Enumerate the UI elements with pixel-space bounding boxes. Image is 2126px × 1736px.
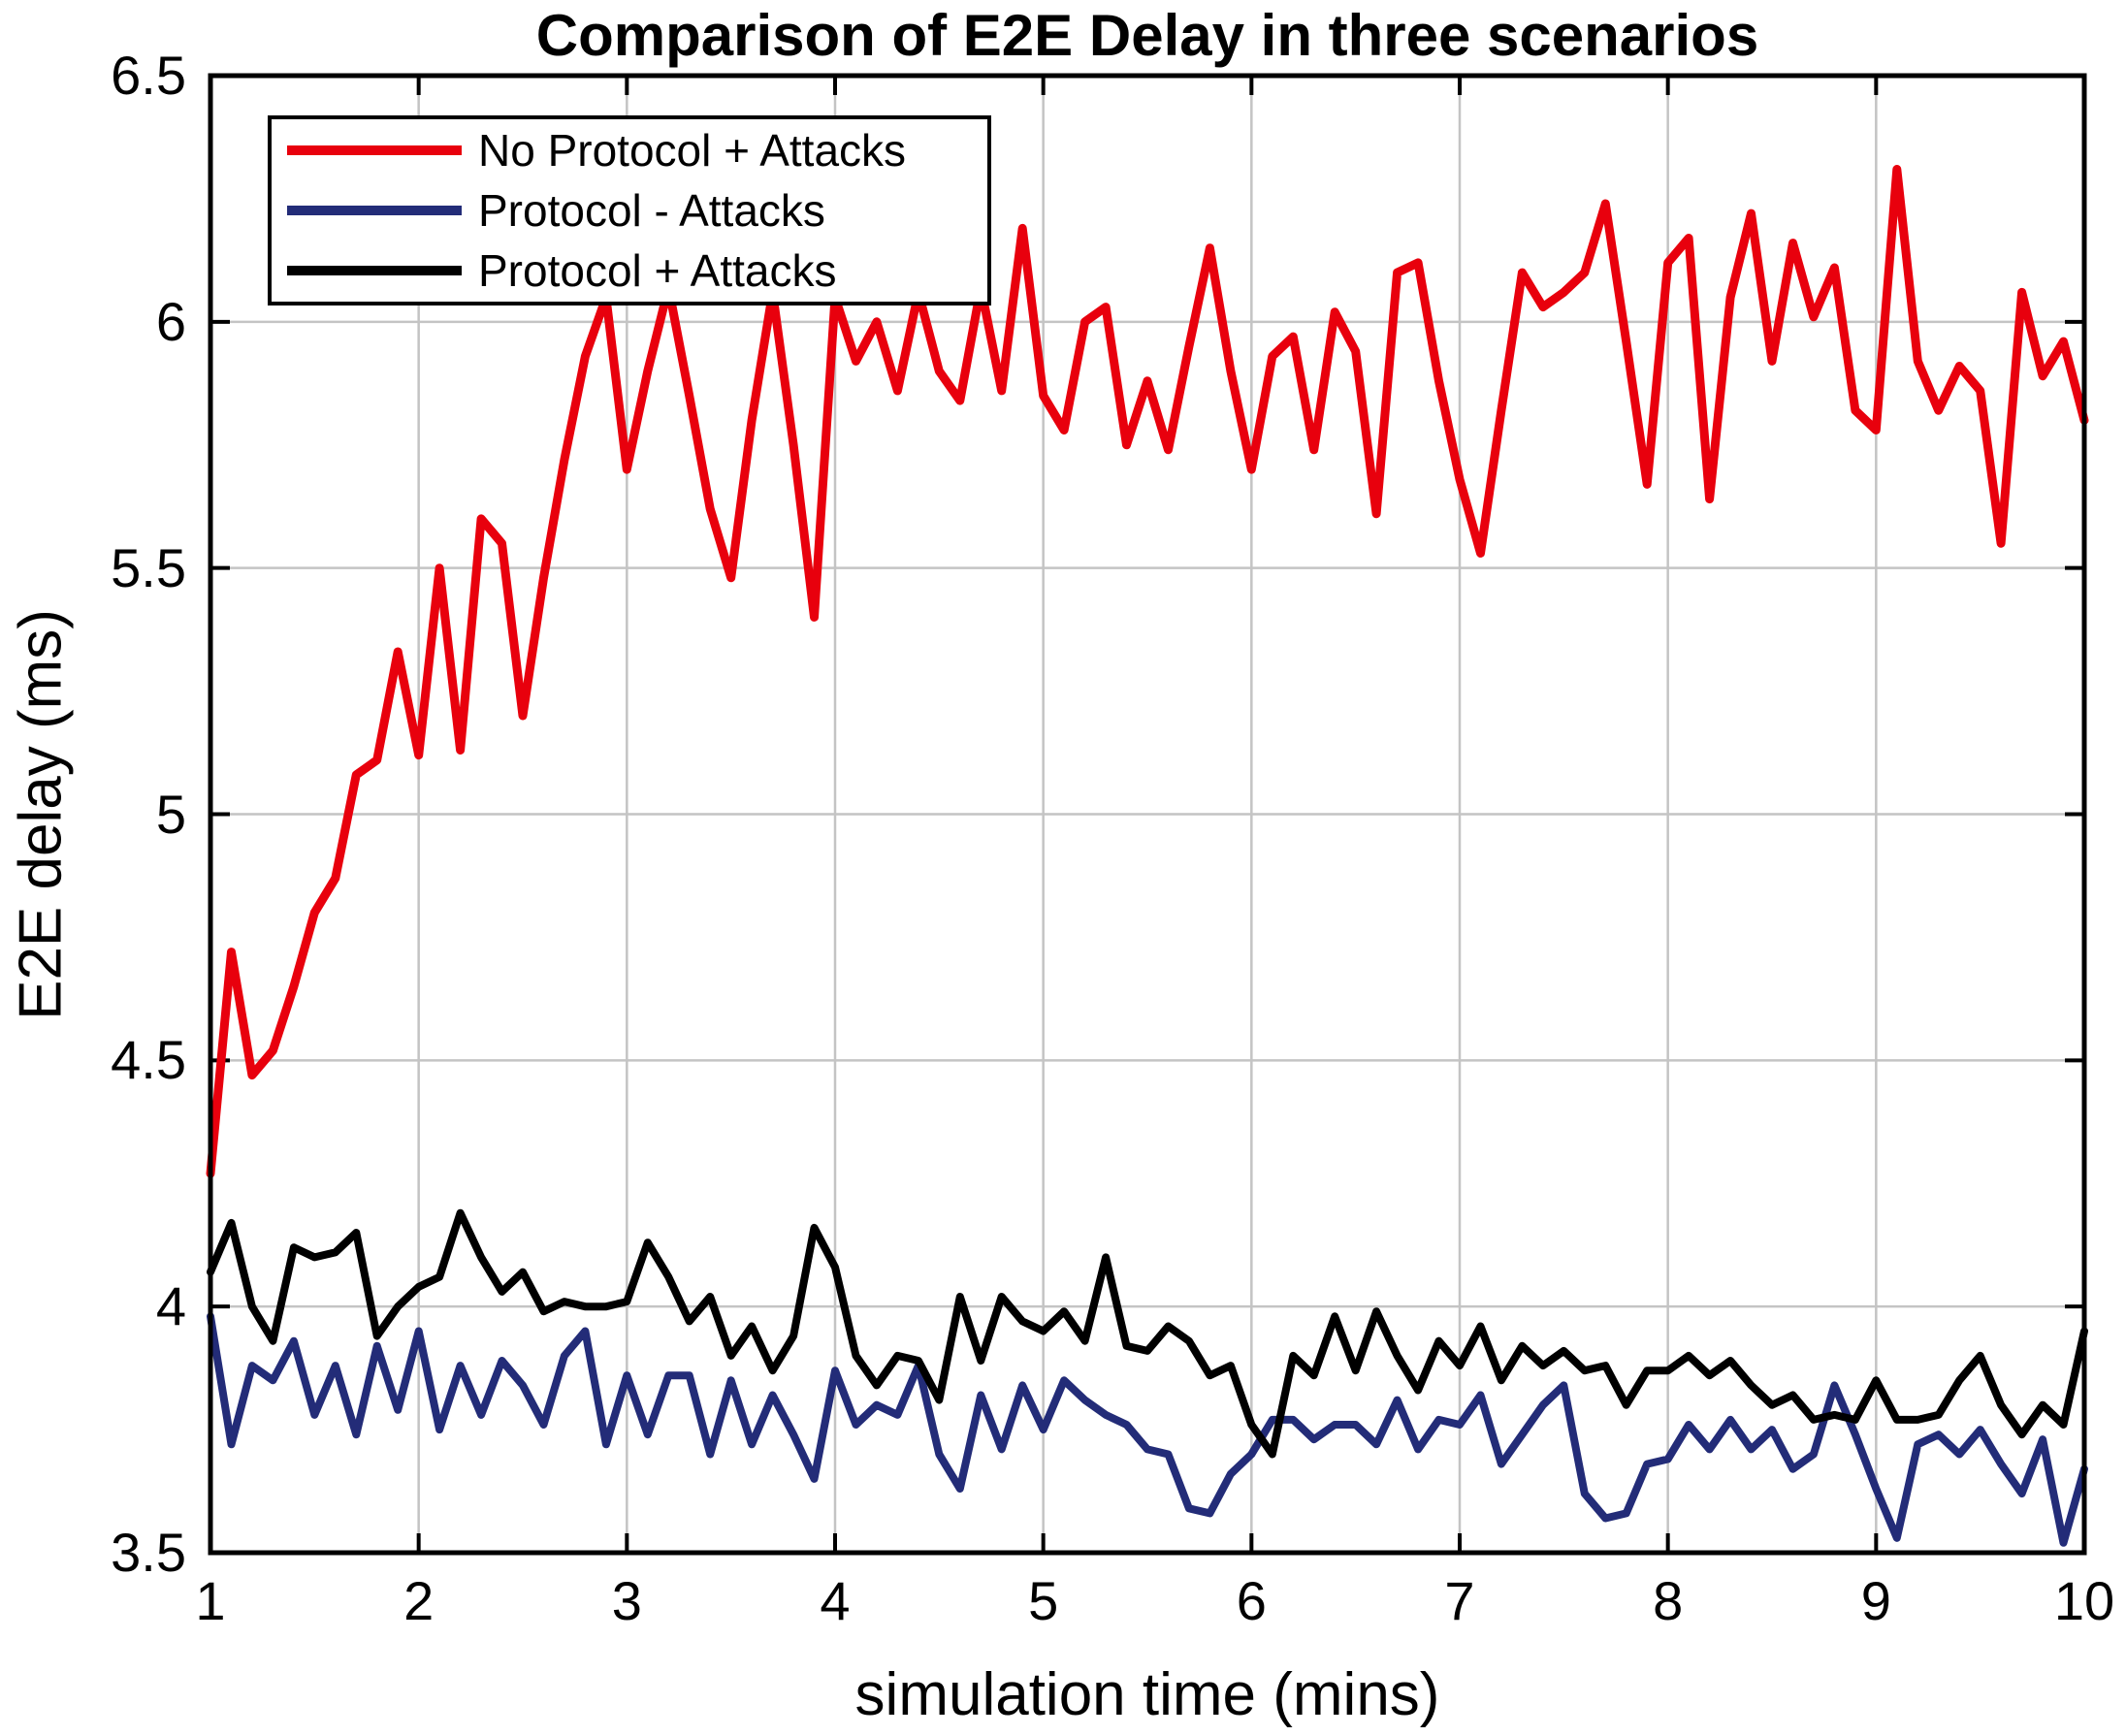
x-tick-label: 2 <box>403 1570 435 1631</box>
x-tick-label: 3 <box>611 1570 642 1631</box>
x-tick-label: 6 <box>1236 1570 1267 1631</box>
x-tick-label: 1 <box>195 1570 226 1631</box>
x-tick-label: 5 <box>1028 1570 1059 1631</box>
legend-box: No Protocol + Attacks Protocol - Attacks… <box>268 115 991 305</box>
plot-border <box>208 73 2087 1556</box>
legend-item: Protocol - Attacks <box>272 181 987 240</box>
y-tick-label: 5 <box>155 783 186 845</box>
legend-swatch-black-line <box>287 266 462 275</box>
y-tick-label: 6 <box>155 290 186 352</box>
y-tick-label: 4.5 <box>111 1029 186 1091</box>
legend-label: No Protocol + Attacks <box>478 125 907 176</box>
y-tick-label: 4 <box>155 1275 186 1337</box>
x-tick-label: 7 <box>1444 1570 1475 1631</box>
x-tick-label: 4 <box>820 1570 851 1631</box>
chart-title: Comparison of E2E Delay in three scenari… <box>535 3 1759 68</box>
legend-label: Protocol - Attacks <box>478 185 825 236</box>
x-tick-label: 10 <box>2053 1570 2115 1631</box>
x-tick-label: 8 <box>1653 1570 1684 1631</box>
legend-swatch-blue-line <box>287 206 462 215</box>
legend-item: No Protocol + Attacks <box>272 121 987 179</box>
series-line-0 <box>206 165 2089 1178</box>
y-tick-label: 5.5 <box>111 536 186 598</box>
x-axis-label: simulation time (mins) <box>854 1661 1440 1728</box>
legend-swatch-red-line <box>287 145 462 155</box>
y-tick-label: 6.5 <box>111 45 186 106</box>
legend-item: Protocol + Attacks <box>272 241 987 300</box>
x-tick-label: 9 <box>1860 1570 1891 1631</box>
series-line-1 <box>207 1312 2088 1547</box>
legend-label: Protocol + Attacks <box>478 245 837 296</box>
series-line-2 <box>207 1208 2088 1459</box>
y-tick-label: 3.5 <box>111 1522 186 1583</box>
